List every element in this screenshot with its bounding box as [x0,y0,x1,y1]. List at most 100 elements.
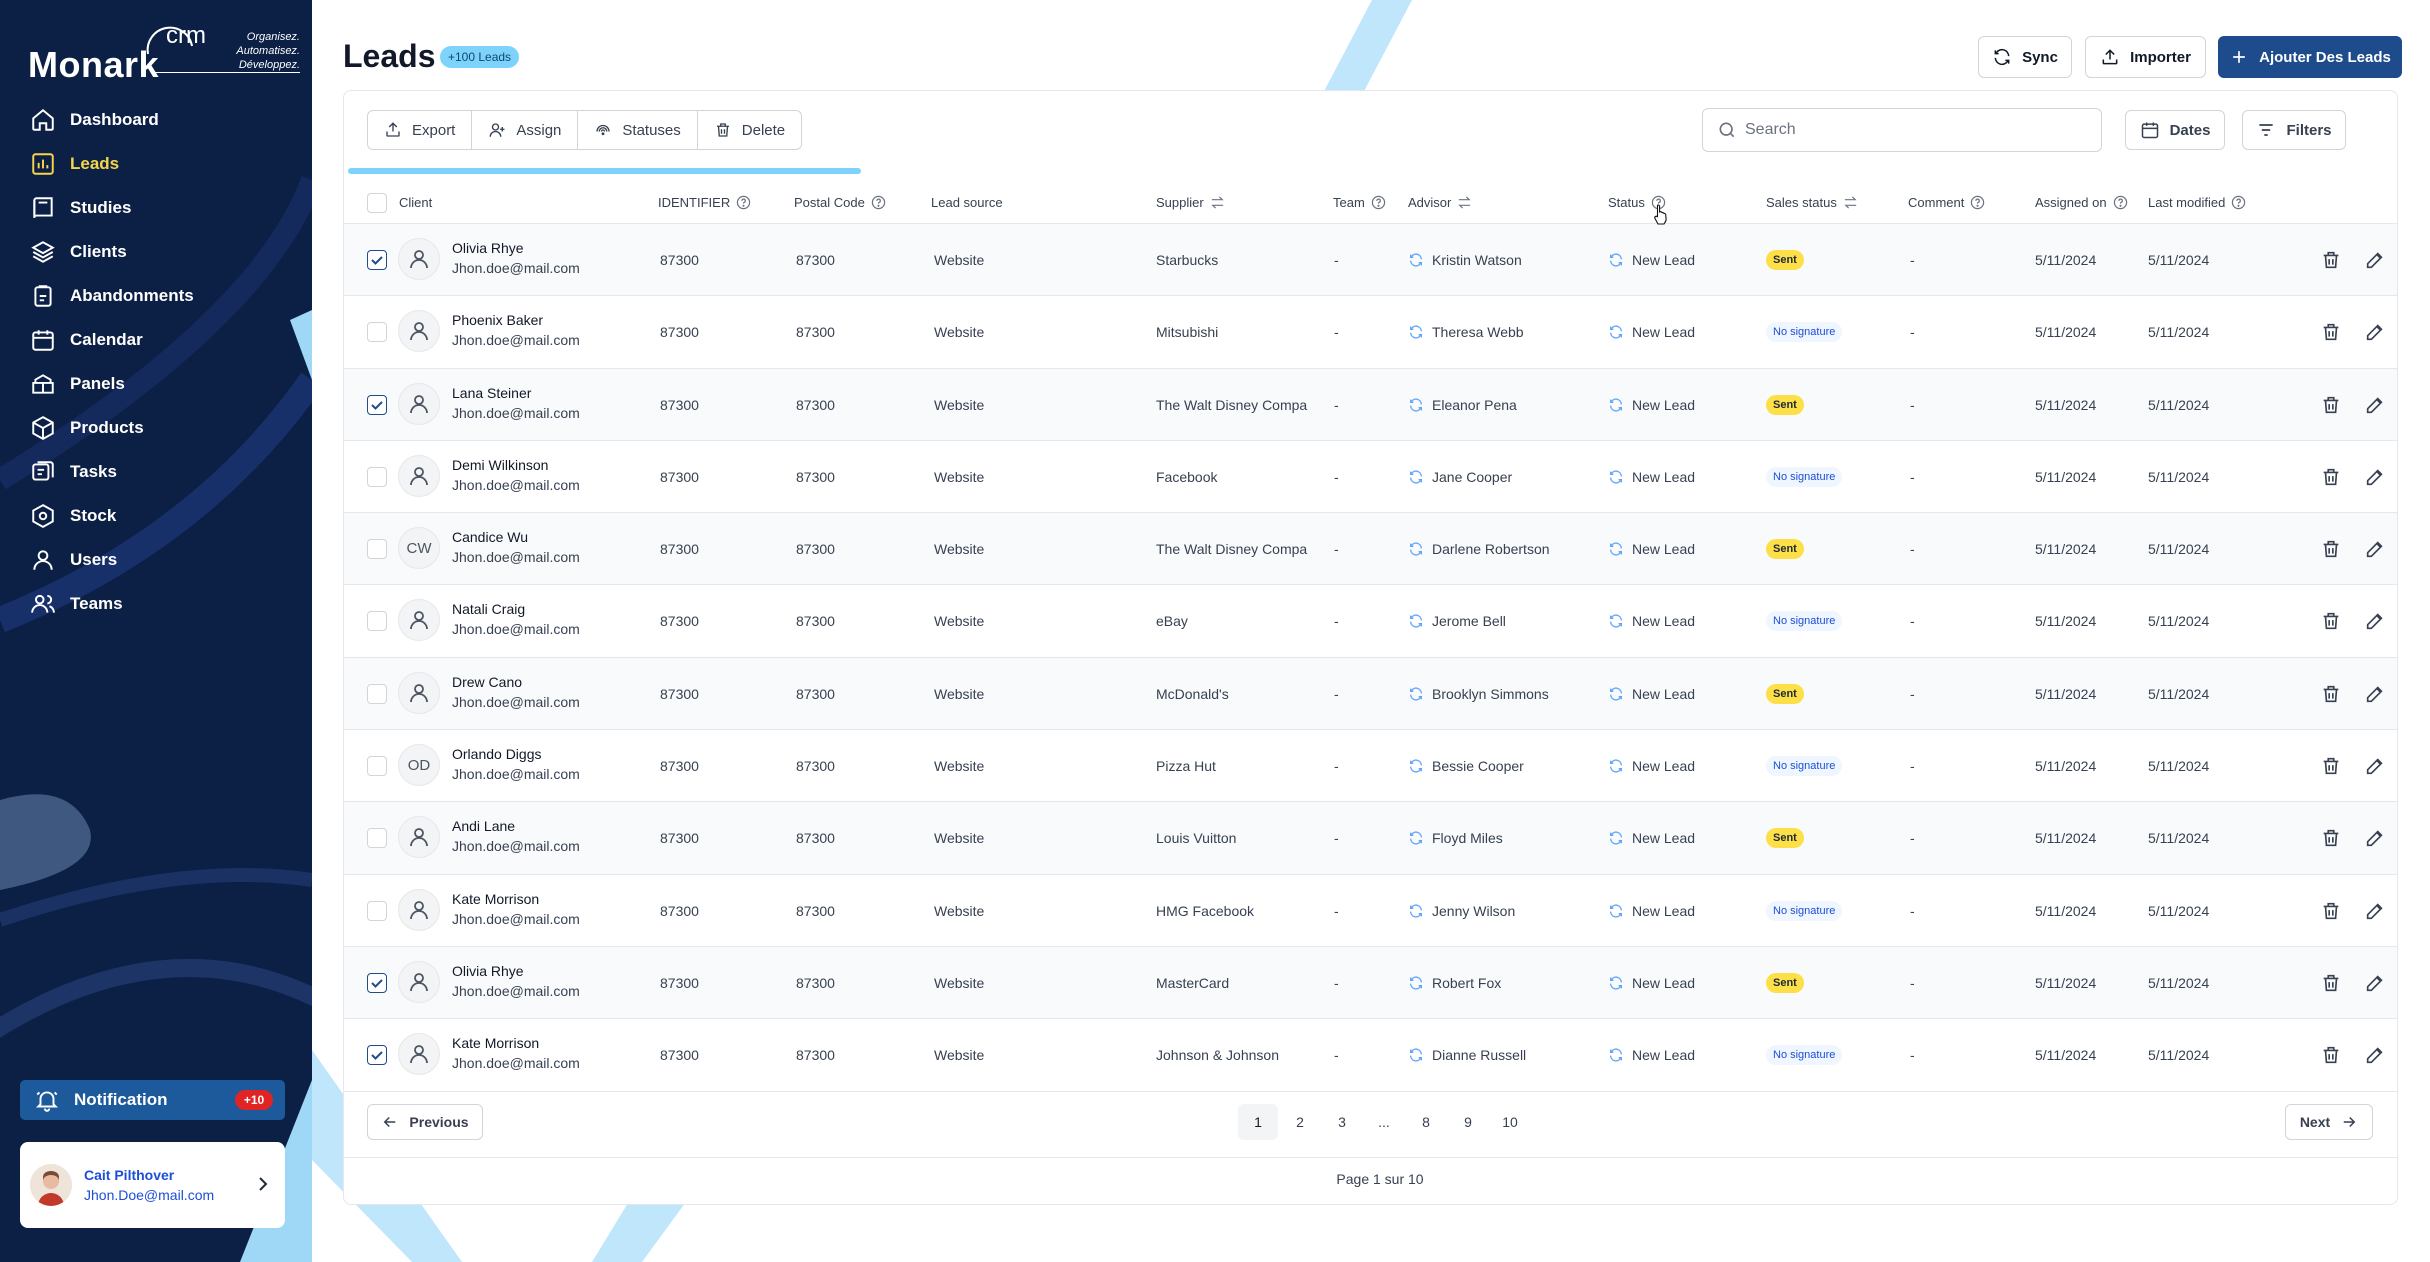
row-checkbox[interactable] [367,539,387,560]
help-icon[interactable] [2231,195,2246,210]
edit-row-icon[interactable] [2364,249,2386,271]
column-team[interactable]: Team [1333,195,1386,210]
import-button[interactable]: Importer [2085,36,2206,78]
column-advisor[interactable]: Advisor [1408,195,1472,210]
delete-row-icon[interactable] [2320,249,2342,271]
advisor-cell[interactable]: Jane Cooper [1408,441,1598,513]
help-icon[interactable] [1371,195,1386,210]
help-icon[interactable] [736,195,751,210]
column-sales-status[interactable]: Sales status [1766,195,1858,210]
sidebar-item-calendar[interactable]: Calendar [0,318,312,362]
advisor-cell[interactable]: Darlene Robertson [1408,513,1598,585]
table-row[interactable]: Natali Craig Jhon.doe@mail.com 87300 873… [344,585,2397,658]
add-leads-button[interactable]: Ajouter Des Leads [2218,36,2402,78]
advisor-cell[interactable]: Jenny Wilson [1408,875,1598,947]
row-checkbox[interactable] [367,250,387,270]
help-icon[interactable] [871,195,886,210]
sidebar-item-dashboard[interactable]: Dashboard [0,98,312,142]
sidebar-item-tasks[interactable]: Tasks [0,450,312,494]
advisor-cell[interactable]: Bessie Cooper [1408,730,1598,802]
column-identifier[interactable]: IDENTIFIER [658,195,751,210]
help-icon[interactable] [1970,195,1985,210]
row-checkbox[interactable] [367,683,387,704]
page-3-button[interactable]: 3 [1338,1114,1346,1130]
search-input[interactable] [1745,121,2085,139]
next-page-button[interactable]: Next [2285,1104,2373,1140]
delete-row-icon[interactable] [2320,900,2342,922]
page-9-button[interactable]: 9 [1464,1114,1472,1130]
sidebar-item-stock[interactable]: Stock [0,494,312,538]
delete-row-icon[interactable] [2320,755,2342,777]
delete-row-icon[interactable] [2320,827,2342,849]
row-checkbox[interactable] [367,394,387,415]
row-checkbox[interactable] [367,828,387,849]
delete-row-icon[interactable] [2320,466,2342,488]
status-cell[interactable]: New Lead [1608,585,1748,657]
status-cell[interactable]: New Lead [1608,658,1748,730]
edit-row-icon[interactable] [2364,972,2386,994]
column-last-modified[interactable]: Last modified [2148,195,2246,210]
delete-row-icon[interactable] [2320,683,2342,705]
edit-row-icon[interactable] [2364,321,2386,343]
status-cell[interactable]: New Lead [1608,296,1748,368]
edit-row-icon[interactable] [2364,827,2386,849]
row-checkbox[interactable] [367,322,387,343]
table-row[interactable]: Kate Morrison Jhon.doe@mail.com 87300 87… [344,875,2397,947]
delete-button[interactable]: Delete [698,111,801,149]
sidebar-item-teams[interactable]: Teams [0,582,312,626]
delete-row-icon[interactable] [2320,321,2342,343]
table-row[interactable]: Olivia Rhye Jhon.doe@mail.com 87300 8730… [344,946,2397,1020]
sidebar-item-studies[interactable]: Studies [0,186,312,230]
status-cell[interactable]: New Lead [1608,224,1748,296]
filters-button[interactable]: Filters [2242,110,2346,150]
status-cell[interactable]: New Lead [1608,875,1748,947]
column-assigned-on[interactable]: Assigned on [2035,195,2128,210]
delete-row-icon[interactable] [2320,610,2342,632]
edit-row-icon[interactable] [2364,900,2386,922]
page-8-button[interactable]: 8 [1422,1114,1430,1130]
status-cell[interactable]: New Lead [1608,802,1748,874]
delete-row-icon[interactable] [2320,394,2342,416]
sidebar-item-leads[interactable]: Leads [0,142,312,186]
sidebar-item-panels[interactable]: Panels [0,362,312,406]
dates-button[interactable]: Dates [2125,110,2225,150]
advisor-cell[interactable]: Dianne Russell [1408,1019,1598,1091]
row-checkbox[interactable] [367,466,387,487]
edit-row-icon[interactable] [2364,610,2386,632]
status-cell[interactable]: New Lead [1608,441,1748,513]
table-row[interactable]: Drew Cano Jhon.doe@mail.com 87300 87300 … [344,657,2397,731]
status-cell[interactable]: New Lead [1608,947,1748,1019]
sync-button[interactable]: Sync [1978,36,2072,78]
edit-row-icon[interactable] [2364,394,2386,416]
table-row[interactable]: OD Orlando Diggs Jhon.doe@mail.com 87300… [344,730,2397,803]
table-row[interactable]: Lana Steiner Jhon.doe@mail.com 87300 873… [344,368,2397,441]
sort-arrows-icon[interactable] [1457,195,1472,210]
advisor-cell[interactable]: Floyd Miles [1408,802,1598,874]
user-profile-card[interactable]: Cait Pilthover Jhon.Doe@mail.com [20,1142,285,1228]
delete-row-icon[interactable] [2320,538,2342,560]
assign-button[interactable]: Assign [472,111,579,149]
statuses-button[interactable]: Statuses [578,111,698,149]
brand-logo[interactable]: Monark crm Organisez. Automatisez. Dével… [28,18,300,85]
column-supplier[interactable]: Supplier [1156,195,1225,210]
row-checkbox[interactable] [367,611,387,632]
sort-arrows-icon[interactable] [1843,195,1858,210]
row-checkbox[interactable] [367,756,387,777]
edit-row-icon[interactable] [2364,538,2386,560]
advisor-cell[interactable]: Kristin Watson [1408,224,1598,296]
edit-row-icon[interactable] [2364,755,2386,777]
page-2-button[interactable]: 2 [1296,1114,1304,1130]
status-cell[interactable]: New Lead [1608,730,1748,802]
export-button[interactable]: Export [368,111,473,149]
column-lead-source[interactable]: Lead source [931,195,1003,210]
advisor-cell[interactable]: Jerome Bell [1408,585,1598,657]
help-icon[interactable] [2113,195,2128,210]
sidebar-item-users[interactable]: Users [0,538,312,582]
edit-row-icon[interactable] [2364,1044,2386,1066]
search-box[interactable] [1702,108,2102,152]
sort-arrows-icon[interactable] [1210,195,1225,210]
advisor-cell[interactable]: Brooklyn Simmons [1408,658,1598,730]
edit-row-icon[interactable] [2364,466,2386,488]
advisor-cell[interactable]: Theresa Webb [1408,296,1598,368]
table-row[interactable]: Andi Lane Jhon.doe@mail.com 87300 87300 … [344,802,2397,875]
